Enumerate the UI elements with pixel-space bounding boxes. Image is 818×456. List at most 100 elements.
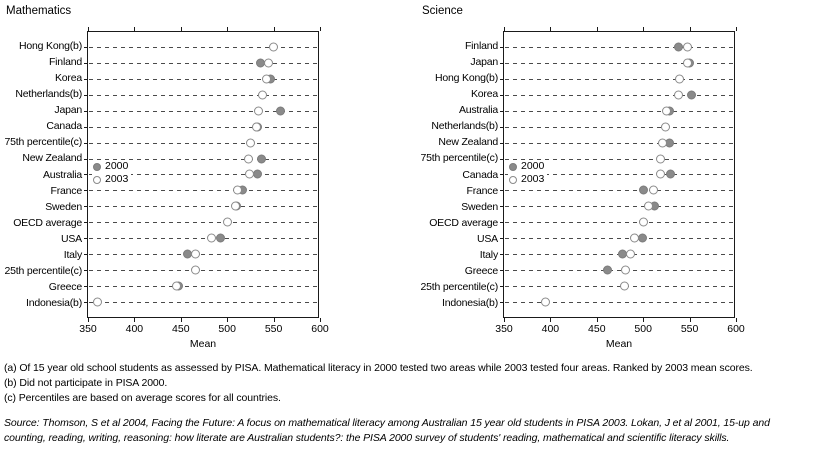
data-point-2003-open-dot [683, 58, 693, 68]
row-gridline [505, 46, 733, 48]
row-tick [500, 238, 504, 240]
row-tick [84, 270, 88, 272]
x-axis-tick [736, 27, 737, 31]
chart-row [500, 71, 734, 87]
x-axis-tick-label: 550 [264, 323, 283, 335]
row-tick [500, 286, 504, 288]
row-tick [84, 126, 88, 128]
x-axis-tick [227, 27, 229, 31]
chart-row [500, 151, 734, 167]
data-point-2003-open-dot [656, 169, 666, 179]
category-label: Hong Kong(b) [435, 72, 498, 85]
chart-row [84, 230, 318, 246]
chart-row [84, 39, 318, 55]
legend-item-2000: 2000 [509, 160, 544, 173]
x-axis-tick [643, 318, 645, 322]
category-label: Korea [54, 72, 82, 85]
category-label: France [50, 184, 83, 197]
row-tick [500, 46, 504, 48]
open-circle-icon [509, 175, 517, 184]
row-gridline [89, 301, 317, 303]
row-tick [500, 78, 504, 80]
plot-rows [84, 39, 318, 310]
x-axis-tick-label: 600 [311, 323, 329, 335]
chart-row [84, 278, 318, 294]
data-point-2003-open-dot [644, 201, 654, 211]
x-axis-tick-label: 550 [680, 323, 699, 335]
chart-row [500, 278, 734, 294]
category-label: Hong Kong(b) [19, 40, 82, 53]
x-axis-tick-label: 400 [541, 323, 560, 335]
footnotes: (a) Of 15 year old school students as as… [4, 361, 814, 407]
row-tick [500, 174, 504, 176]
row-gridline [89, 126, 317, 128]
chart-row [84, 55, 318, 71]
chart-row [84, 87, 318, 103]
data-point-2000-filled-dot [665, 169, 675, 179]
data-point-2000-filled-dot [253, 169, 263, 179]
legend-label: 2000 [105, 160, 129, 172]
category-label: 25th percentile(c) [420, 280, 498, 293]
category-labels: Hong Kong(b) Finland Korea Netherlands(b) Ja… [0, 38, 82, 311]
x-axis-tick [320, 27, 321, 31]
category-label: Indonesia(b) [26, 297, 82, 310]
data-point-2000-filled-dot [216, 233, 226, 243]
data-point-2003-open-dot [252, 122, 262, 132]
x-axis-tick [550, 318, 552, 322]
data-point-2003-open-dot [206, 233, 216, 243]
row-gridline [505, 126, 733, 128]
x-axis-tick [596, 318, 598, 322]
chart-row [84, 182, 318, 198]
category-label: USA [477, 232, 498, 245]
row-gridline [89, 222, 317, 224]
row-gridline [505, 174, 733, 176]
row-tick [500, 62, 504, 64]
row-tick [84, 158, 88, 160]
data-point-2003-open-dot [232, 185, 242, 195]
row-gridline [505, 78, 733, 80]
data-point-2003-open-dot [683, 42, 693, 52]
row-gridline [505, 142, 733, 144]
row-tick [84, 110, 88, 112]
data-point-2003-open-dot [660, 122, 670, 132]
row-gridline [505, 110, 733, 112]
data-point-2003-open-dot [620, 281, 630, 291]
chart-mathematics: Mathematics Hong Kong(b) Finland Korea Nethe… [0, 0, 410, 356]
row-gridline [89, 254, 317, 256]
row-tick [500, 110, 504, 112]
category-label: Canada [46, 120, 82, 133]
chart-row [500, 214, 734, 230]
x-axis-tick [180, 318, 182, 322]
category-label: USA [61, 232, 82, 245]
x-axis-tick-label: 500 [218, 323, 236, 335]
chart-title: Mathematics [6, 5, 72, 17]
data-point-2003-open-dot [191, 265, 201, 275]
data-point-2003-open-dot [630, 233, 640, 243]
x-axis-tick-label: 350 [79, 323, 97, 335]
row-gridline [89, 62, 317, 64]
x-axis-tick [180, 27, 182, 31]
chart-row [84, 198, 318, 214]
x-axis-tick [227, 318, 229, 322]
row-tick [84, 94, 88, 96]
legend-item-2003: 2003 [509, 173, 544, 186]
row-tick [84, 238, 88, 240]
row-tick [500, 222, 504, 224]
row-gridline [505, 190, 733, 192]
category-label: Indonesia(b) [442, 297, 498, 310]
x-axis-tick-label: 500 [634, 323, 652, 335]
data-point-2003-open-dot [541, 297, 551, 307]
row-tick [84, 206, 88, 208]
category-label: Australia [458, 104, 498, 117]
chart-row [84, 119, 318, 135]
data-point-2003-open-dot [222, 217, 232, 227]
row-tick [500, 142, 504, 144]
x-axis-tick-label: 450 [172, 323, 190, 335]
data-point-2000-filled-dot [673, 42, 683, 52]
data-point-2000-filled-dot [257, 154, 267, 164]
row-gridline [505, 301, 733, 303]
chart-science: Science Finland Japan Hong Kong(b) Korea Aust… [416, 0, 818, 356]
category-labels: Finland Japan Hong Kong(b) Korea Australia Ne… [416, 38, 498, 311]
data-point-2003-open-dot [261, 74, 271, 84]
legend: 2000 2003 [92, 160, 132, 186]
